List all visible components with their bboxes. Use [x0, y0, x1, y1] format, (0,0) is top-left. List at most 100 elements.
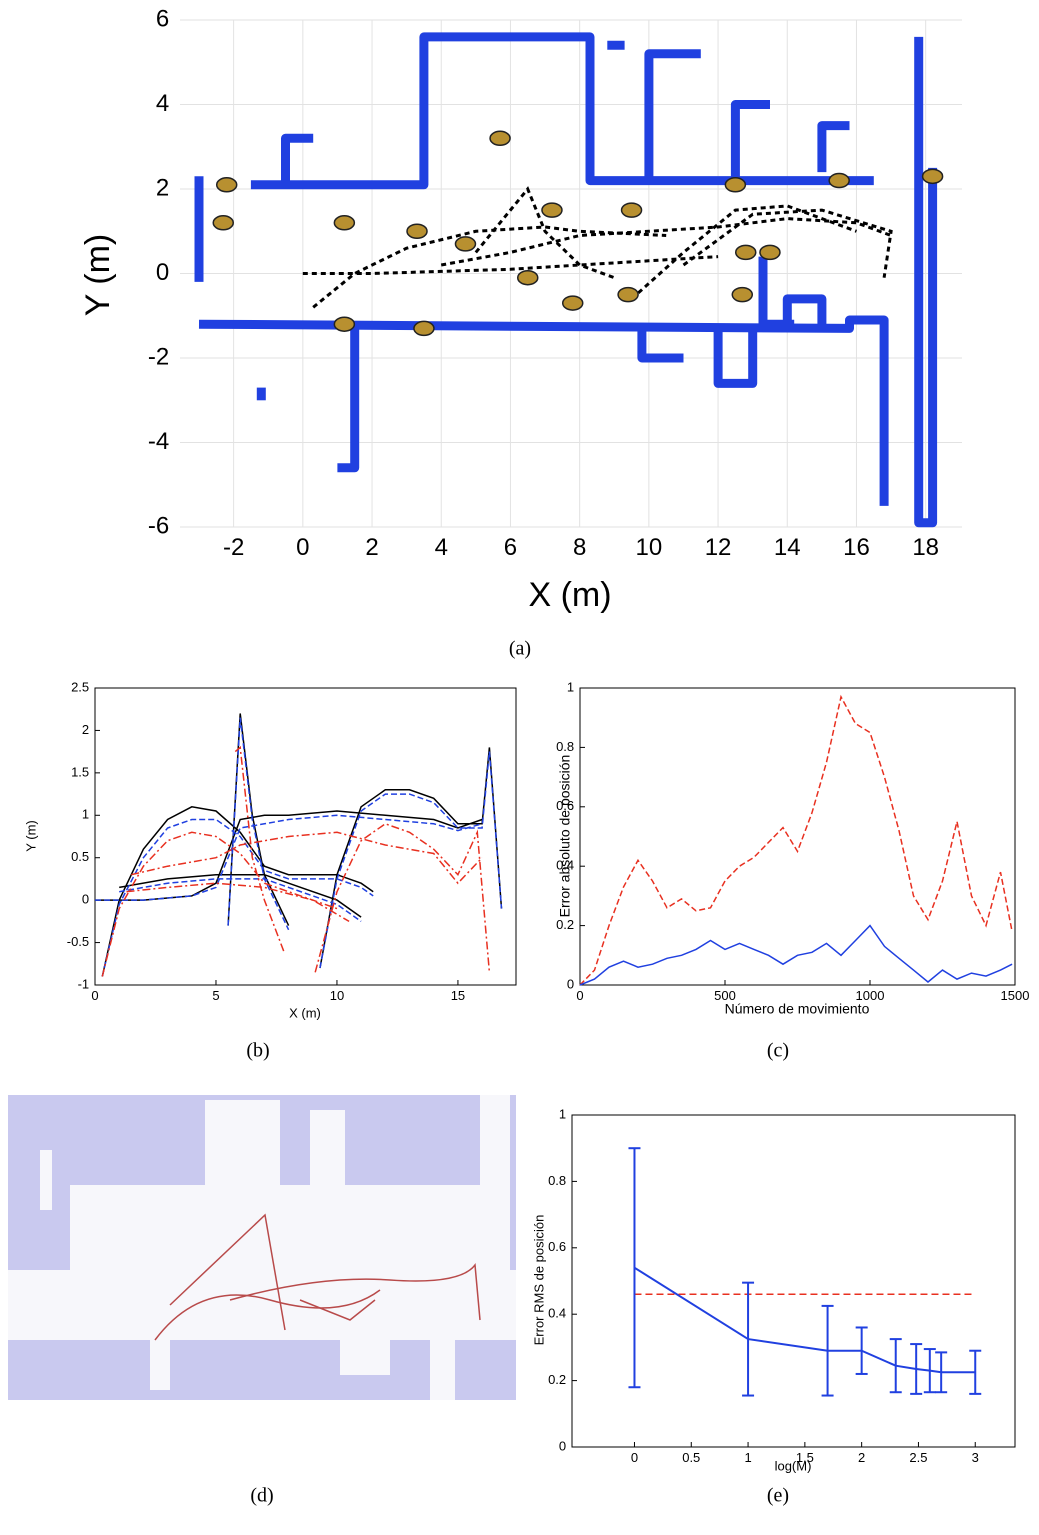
series-line [101, 745, 491, 977]
plot-frame [579, 687, 1016, 986]
x-tick-label: 1.5 [796, 1450, 814, 1465]
wall [198, 315, 889, 506]
landmark [454, 236, 477, 252]
landmark [724, 177, 747, 193]
caption: (c) [767, 1040, 789, 1062]
y-tick-label: 0 [156, 259, 169, 286]
landmark [212, 215, 235, 231]
landmark [921, 168, 944, 185]
x-tick-label: -2 [223, 534, 244, 561]
x-tick-label: 6 [504, 534, 517, 561]
wall [637, 328, 684, 363]
x-tick-label: 5 [212, 988, 219, 1003]
landmark [215, 177, 238, 193]
landmark [333, 215, 356, 231]
wall [730, 100, 770, 181]
x-tick-label: 12 [705, 534, 732, 561]
x-tick-label: 8 [573, 534, 586, 561]
wall [914, 36, 938, 528]
x-tick-label: 0 [631, 1450, 638, 1465]
plot-frame [571, 1114, 1016, 1448]
landmark [489, 130, 511, 147]
x-tick-label: 2.5 [909, 1450, 927, 1465]
y-tick-label: 4 [156, 90, 169, 117]
x-axis-label: X (m) [289, 1005, 321, 1020]
landmark [734, 244, 757, 261]
photo [8, 1095, 516, 1400]
y-tick-label: 0.5 [71, 849, 89, 864]
x-tick-label: 16 [843, 534, 870, 561]
caption: (d) [250, 1485, 273, 1507]
landmark [759, 244, 781, 261]
caption: (a) [509, 638, 531, 660]
panel: -2 0 2 4 6 8 10 12 14 16 18 -6 -4 -2 0 2 4 6 X (m) Y (m) [79, 5, 962, 614]
wall [644, 49, 701, 181]
landmark [731, 286, 754, 303]
x-tick-label: 1500 [1001, 988, 1030, 1003]
panel: 0 500 1000 1500 0 0.2 0.4 0.6 0.8 1 Número de movi… [556, 679, 1029, 1016]
y-tick-label: 2 [156, 174, 169, 201]
x-tick-label: 18 [912, 534, 939, 561]
x-tick-label: 2 [858, 1450, 865, 1465]
y-tick-label: 0.8 [548, 1173, 566, 1188]
y-tick-label: 1 [82, 807, 89, 822]
series-line [579, 924, 1013, 986]
series-line [95, 717, 503, 977]
y-tick-label: -2 [148, 343, 169, 370]
y-axis-label: Error absoluto de posición [557, 755, 573, 918]
x-tick-label: 0 [91, 988, 98, 1003]
y-tick-label: 1 [567, 679, 574, 694]
y-tick-label: 0.4 [556, 858, 574, 873]
trajectory [474, 186, 615, 280]
x-tick-label: 14 [774, 534, 801, 561]
y-tick-label: 0.6 [556, 798, 574, 813]
x-tick-label: 10 [330, 988, 344, 1003]
landmark [561, 295, 584, 311]
wall [281, 133, 314, 189]
landmark [828, 172, 850, 189]
x-tick-label: 500 [714, 988, 736, 1003]
x-tick-label: 1000 [856, 988, 885, 1003]
landmark [406, 223, 428, 239]
wall [758, 256, 795, 329]
x-tick-label: 0 [576, 988, 583, 1003]
y-tick-label: 0 [82, 892, 89, 907]
y-tick-label: 1 [559, 1106, 566, 1121]
trajectory [440, 217, 892, 267]
wall [713, 328, 758, 388]
y-axis-label: Error RMS de posición [531, 1215, 546, 1346]
y-tick-label: -1 [78, 976, 90, 991]
y-tick-label: 0.2 [548, 1372, 566, 1387]
trajectory [682, 208, 893, 278]
x-axis-label: X (m) [528, 576, 611, 614]
y-tick-label: -4 [148, 428, 169, 455]
trajectory [312, 225, 667, 309]
landmark [333, 316, 356, 332]
x-tick-label: 10 [636, 534, 663, 561]
y-tick-label: 0.8 [556, 739, 574, 754]
y-axis-label: Y (m) [79, 234, 117, 316]
photo-paths [154, 1213, 481, 1341]
y-tick-label: 0.2 [556, 917, 574, 932]
x-tick-label: 3 [972, 1450, 979, 1465]
x-tick-label: 0 [296, 534, 309, 561]
y-tick-label: 0 [567, 976, 574, 991]
y-axis-label: Y (m) [23, 820, 38, 852]
y-tick-label: 2 [82, 722, 89, 737]
y-tick-label: 1.5 [71, 764, 89, 779]
x-tick-label: 4 [435, 534, 448, 561]
y-tick-label: 6 [156, 5, 169, 32]
photo-floor [8, 1095, 516, 1400]
wall [782, 294, 827, 329]
caption: (b) [246, 1040, 269, 1062]
y-tick-label: 0 [559, 1438, 566, 1453]
plot-frame [94, 687, 517, 986]
wall [337, 328, 360, 473]
caption: (e) [767, 1485, 789, 1507]
y-tick-label: 0.6 [548, 1239, 566, 1254]
panel: 0 0.5 1 1.5 2 2.5 3 0 0.2 0.4 0.6 0.8 1 log(M) Error R… [531, 1106, 1016, 1473]
x-tick-label: 15 [451, 988, 465, 1003]
series-line [579, 694, 1013, 986]
